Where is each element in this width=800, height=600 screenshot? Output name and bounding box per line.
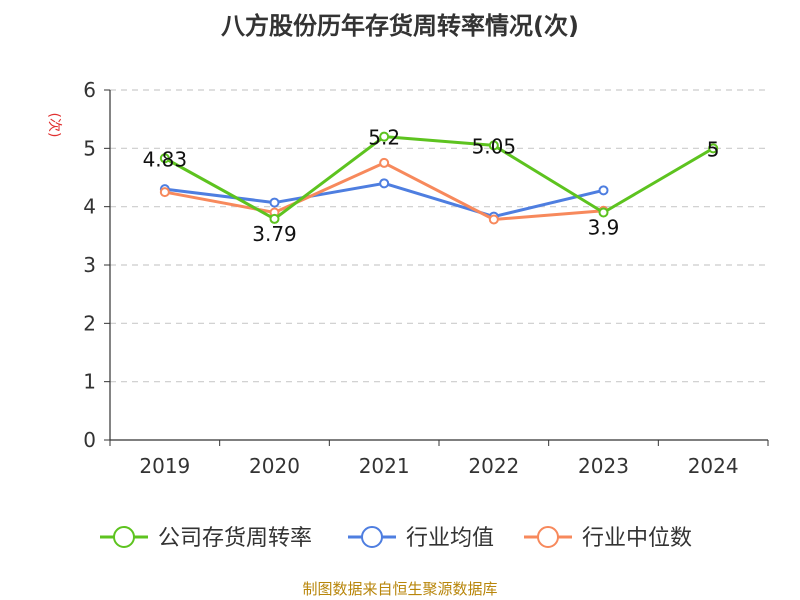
data-point <box>488 214 499 225</box>
data-point <box>598 207 609 218</box>
y-axis-label: (次) <box>46 113 62 138</box>
series-line <box>164 135 714 221</box>
y-tick-label: 1 <box>83 370 96 394</box>
legend-label: 公司存货周转率 <box>158 526 312 551</box>
data-label: 3.79 <box>252 222 297 246</box>
y-tick-label: 6 <box>83 78 96 102</box>
legend-marker <box>361 526 383 548</box>
data-point <box>379 178 390 189</box>
x-tick-label: 2020 <box>249 454 300 478</box>
data-point <box>379 131 390 142</box>
data-point <box>379 157 390 168</box>
data-label: 4.83 <box>143 147 188 171</box>
y-tick-label: 5 <box>83 136 96 160</box>
x-tick-label: 2022 <box>468 454 519 478</box>
data-label: 5.05 <box>472 134 517 158</box>
y-tick-label: 4 <box>83 195 96 219</box>
y-tick-label: 0 <box>83 428 96 452</box>
y-tick-label: 2 <box>83 311 96 335</box>
legend-label: 行业均值 <box>406 526 494 551</box>
legend-marker <box>113 526 135 548</box>
y-tick-label: 3 <box>83 253 96 277</box>
data-point <box>598 185 609 196</box>
source-note: 制图数据来自恒生聚源数据库 <box>302 580 498 598</box>
data-point <box>159 187 170 198</box>
chart-title: 八方股份历年存货周转率情况(次) <box>221 12 579 40</box>
x-tick-label: 2023 <box>578 454 629 478</box>
data-point <box>159 153 170 164</box>
data-label: 5 <box>707 137 720 161</box>
data-point <box>269 197 280 208</box>
data-point <box>708 143 719 154</box>
data-label: 5.2 <box>368 126 400 150</box>
data-label: 3.9 <box>588 216 620 240</box>
x-tick-label: 2019 <box>139 454 190 478</box>
data-point <box>269 213 280 224</box>
x-tick-label: 2024 <box>688 454 739 478</box>
legend-label: 行业中位数 <box>582 526 692 551</box>
x-tick-label: 2021 <box>359 454 410 478</box>
data-point <box>488 140 499 151</box>
legend-marker <box>537 526 559 548</box>
